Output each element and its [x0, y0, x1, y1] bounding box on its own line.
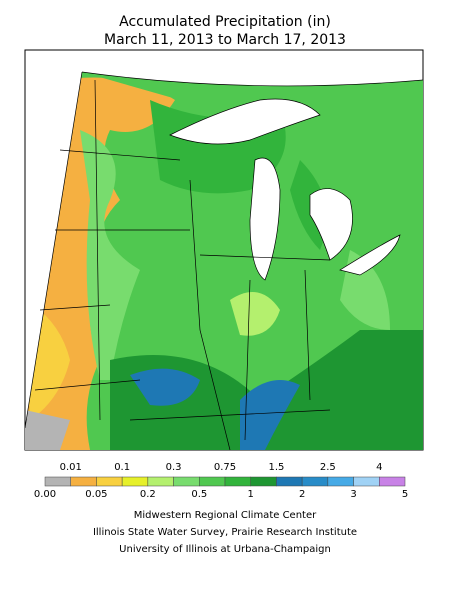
legend-label: 0.3 [166, 462, 182, 473]
legend-swatch [224, 476, 251, 487]
legend-swatch [327, 476, 354, 487]
legend-label: 5 [402, 489, 408, 500]
legend-label: 4 [376, 462, 382, 473]
title: Accumulated Precipitation (in) [119, 14, 331, 30]
legend-swatch [276, 476, 303, 487]
legend-label: 0.05 [85, 489, 107, 500]
subtitle: March 11, 2013 to March 17, 2013 [104, 32, 346, 48]
legend-label: 0.1 [114, 462, 130, 473]
map [24, 49, 424, 451]
borders [24, 71, 424, 451]
lakes [169, 98, 401, 281]
legend-label: 0.2 [140, 489, 156, 500]
legend-swatch [96, 476, 123, 487]
legend-label: 3 [350, 489, 356, 500]
legend-swatch [250, 476, 277, 487]
legend-label: 1.5 [268, 462, 284, 473]
legend-swatch [121, 476, 149, 487]
region [25, 72, 423, 450]
legend-label: 0.00 [34, 489, 56, 500]
legend-swatch [147, 476, 174, 487]
legend-swatch [301, 476, 329, 487]
legend-label: 0.5 [191, 489, 207, 500]
legend-label: 2 [299, 489, 305, 500]
legend-swatch [379, 476, 406, 487]
legend-label: 1 [248, 489, 254, 500]
legend-swatch [44, 476, 71, 487]
credits: Midwestern Regional Climate Center Illino… [93, 510, 357, 555]
legend-label: 0.01 [60, 462, 82, 473]
legend-swatch [353, 476, 380, 487]
legend-label: 2.5 [320, 462, 336, 473]
legend-swatch [199, 476, 226, 487]
credit-line: Illinois State Water Survey, Prairie Res… [93, 527, 357, 538]
legend-label: 0.75 [214, 462, 236, 473]
legend-swatch [70, 476, 97, 487]
legend-swatch [173, 476, 200, 487]
credit-line: University of Illinois at Urbana-Champai… [119, 544, 331, 555]
credit-line: Midwestern Regional Climate Center [134, 510, 317, 521]
legend: 0.00 0.01 0.05 0.1 0.2 0.3 0.5 0.75 1 1.5 2 2.5 3 4 5 [34, 462, 408, 500]
